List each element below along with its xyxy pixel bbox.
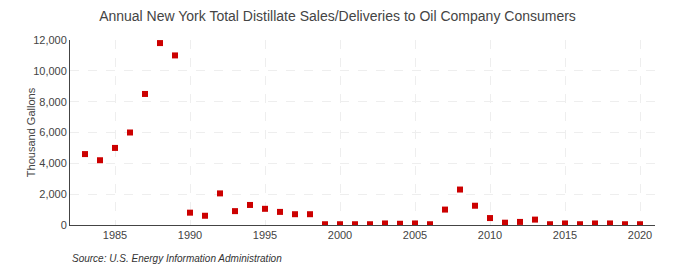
- svg-text:2020: 2020: [628, 229, 652, 241]
- svg-text:8,000: 8,000: [39, 96, 67, 108]
- svg-text:2005: 2005: [403, 229, 427, 241]
- svg-text:2000: 2000: [328, 229, 352, 241]
- svg-text:1990: 1990: [178, 229, 202, 241]
- svg-text:10,000: 10,000: [33, 65, 67, 77]
- svg-text:0: 0: [61, 219, 67, 231]
- svg-text:1995: 1995: [253, 229, 277, 241]
- svg-text:6,000: 6,000: [39, 126, 67, 138]
- svg-text:12,000: 12,000: [33, 34, 67, 46]
- svg-text:Thousand Gallons: Thousand Gallons: [25, 87, 37, 177]
- svg-text:2015: 2015: [553, 229, 577, 241]
- svg-text:1985: 1985: [103, 229, 127, 241]
- svg-text:Source: U.S. Energy Informatio: Source: U.S. Energy Information Administ…: [72, 253, 282, 264]
- svg-text:Annual New York Total Distilla: Annual New York Total Distillate Sales/D…: [99, 8, 576, 24]
- svg-text:2010: 2010: [478, 229, 502, 241]
- svg-text:4,000: 4,000: [39, 157, 67, 169]
- svg-text:2,000: 2,000: [39, 188, 67, 200]
